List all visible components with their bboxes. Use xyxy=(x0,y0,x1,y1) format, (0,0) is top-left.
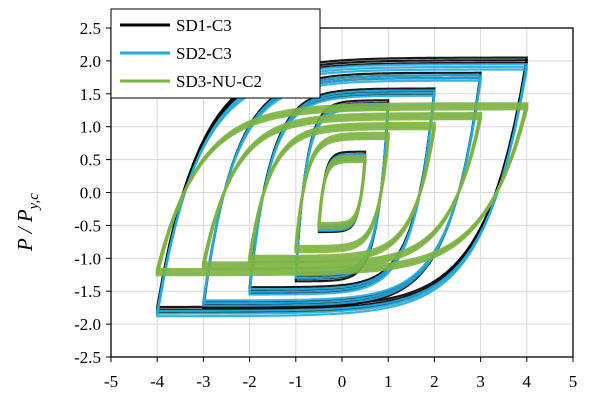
y-tick-label: 2.0 xyxy=(80,52,101,71)
y-axis-label-sub: y,c xyxy=(26,193,42,212)
x-tick-label: 4 xyxy=(523,372,532,391)
x-tick-label: 0 xyxy=(338,372,347,391)
y-tick-label: -2.0 xyxy=(74,315,101,334)
series-loop xyxy=(317,150,367,234)
series-curves xyxy=(155,56,529,318)
series-loop xyxy=(294,134,390,251)
x-tick-label: -5 xyxy=(104,372,118,391)
series-loop xyxy=(294,137,390,248)
y-tick-label: 0.5 xyxy=(80,151,101,170)
series-sd3-nu-c2 xyxy=(155,102,529,277)
x-tick-label: 5 xyxy=(569,372,578,391)
x-tick-label: -3 xyxy=(196,372,210,391)
x-tick-label: 3 xyxy=(476,372,485,391)
svg-text:P / Py,c: P / Py,c xyxy=(13,193,42,252)
y-tick-label: -2.5 xyxy=(74,348,101,367)
legend-label: SD3-NU-C2 xyxy=(176,72,262,91)
x-tick-label: 1 xyxy=(384,372,393,391)
y-tick-label: 2.5 xyxy=(80,19,101,38)
series-loop xyxy=(248,89,436,296)
y-tick-label: -1.5 xyxy=(74,282,101,301)
series-loop xyxy=(248,94,436,291)
y-tick-label: 1.0 xyxy=(80,118,101,137)
series-loop xyxy=(317,153,367,232)
series-loop xyxy=(317,157,367,228)
legend-label: SD2-C3 xyxy=(176,44,232,63)
series-loop xyxy=(247,127,437,258)
y-tick-label: -1.0 xyxy=(74,249,101,268)
legend: SD1-C3 SD2-C3 SD3-NU-C2 xyxy=(110,8,321,99)
y-axis-label: P / Py,c xyxy=(13,193,42,252)
series-loop xyxy=(294,131,390,254)
series-loop xyxy=(155,107,529,271)
series-loop xyxy=(317,160,367,225)
series-loop xyxy=(155,102,529,277)
y-axis-label-main: P / P xyxy=(13,209,37,252)
axis-ticks: -5 -4 -3 -2 -1 0 1 2 3 4 5 -2.5 -2.0 -1.5 -1.0 -0.5 0.0 0… xyxy=(74,19,577,391)
y-tick-label: 0.0 xyxy=(80,184,101,203)
x-tick-label: -4 xyxy=(150,372,165,391)
legend-label: SD1-C3 xyxy=(176,16,232,35)
series-loop xyxy=(155,104,529,274)
y-tick-label: 1.5 xyxy=(80,85,101,104)
series-loop xyxy=(248,92,436,293)
y-tick-label: -0.5 xyxy=(74,216,101,235)
series-loop xyxy=(201,117,483,265)
series-loop xyxy=(247,124,437,261)
series-loop xyxy=(201,114,483,267)
x-tick-label: -2 xyxy=(243,372,257,391)
x-tick-label: 2 xyxy=(430,372,439,391)
x-tick-label: -1 xyxy=(289,372,303,391)
series-loop xyxy=(317,154,367,231)
